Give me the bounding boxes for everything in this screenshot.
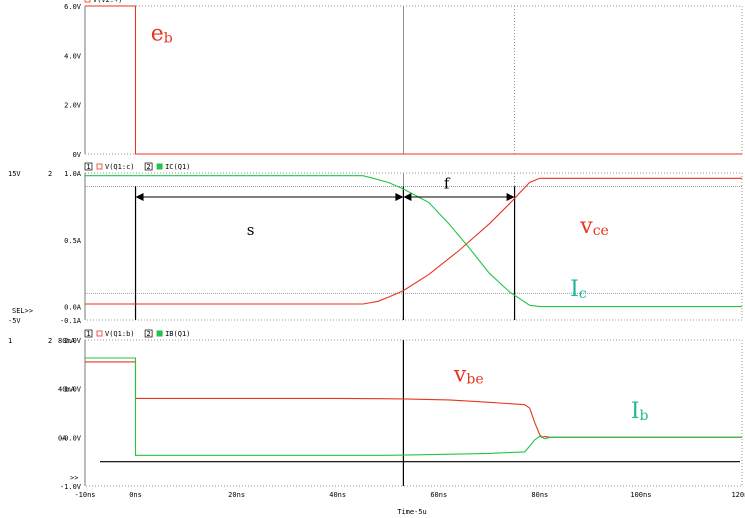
panel-middle-ytick-1: 0.5A <box>64 237 82 245</box>
panel-middle-annotation-0: vce <box>579 214 609 239</box>
panel-bottom-legend-swatch-1 <box>156 330 163 337</box>
panel-middle-outertick-0: 15V <box>8 170 21 178</box>
panel-bottom-series-0 <box>85 361 742 438</box>
panel-bottom-xlabel: Time-5u <box>397 508 427 516</box>
panel-top-ytick-2: 2.0V <box>64 102 82 110</box>
panel-middle-outertick-1: -5V <box>8 317 21 325</box>
panel-bottom-legend-num-1: 2 <box>146 330 150 338</box>
panel-middle-frame <box>84 172 743 321</box>
panel-bottom-y2tick-0: 80mA <box>58 337 76 345</box>
panel-bottom-ytick-2: -0.0V <box>60 434 82 442</box>
panel-bottom-legend-numbox-1 <box>144 329 153 338</box>
panel-middle-arrowhead-right-1 <box>506 193 515 202</box>
panel-middle-ytick-2: 0.0A <box>64 304 82 312</box>
panel-bottom-legend-num-0: 1 <box>86 330 90 338</box>
panel-bottom-xtick-3: 40ns <box>329 491 346 499</box>
panel-middle-legend-num-0: 1 <box>86 163 90 171</box>
panel-middle-y2tick-0: 2 <box>48 170 52 178</box>
panel-bottom-xtick-7: 120ns <box>731 491 745 499</box>
panel-bottom-y3tick-0: 2 <box>48 337 52 345</box>
panel-bottom-sel-label: >> <box>70 474 78 482</box>
panel-middle-ytick-0: 1.0A <box>64 170 82 178</box>
panel-middle-arrowhead-left-1 <box>403 193 412 202</box>
panel-bottom-outertick-0: 1 <box>8 337 12 345</box>
panel-middle-series-0 <box>85 177 742 305</box>
panel-top-legend-label-0: V(V2:+) <box>93 0 123 4</box>
panel-middle-legend-num-1: 2 <box>146 163 150 171</box>
panel-bottom-legend-label-0: V(Q1:b) <box>105 330 135 338</box>
panel-bottom-y2tick-2: 0A <box>58 434 67 442</box>
panel-bottom-xtick-2: 20ns <box>228 491 245 499</box>
panel-middle-arrow-label-1: f <box>444 174 451 192</box>
panel-middle-series-1 <box>85 175 742 308</box>
panel-bottom-y2tick-1: 40mA <box>58 386 76 394</box>
panel-bottom-xtick-5: 80ns <box>531 491 548 499</box>
panel-top-annotation-0: eb <box>151 22 173 47</box>
panel-top-frame <box>84 5 743 155</box>
panel-top-ytick-3: 0V <box>73 151 82 159</box>
panel-bottom-ytick-0: 2.0V <box>64 337 82 345</box>
panel-bottom-xtick-0: -10ns <box>74 491 95 499</box>
panel-middle-ytick-3: -0.1A <box>60 317 82 325</box>
panel-bottom-ytick-3: -1.0V <box>60 483 82 491</box>
panel-middle-legend-swatch-0 <box>96 163 103 170</box>
panel-middle-annotation-1: Ic <box>570 277 587 302</box>
panel-bottom-legend-label-1: IB(Q1) <box>165 330 190 338</box>
panel-bottom-xtick-6: 100ns <box>630 491 651 499</box>
panel-middle-arrowhead-left-0 <box>135 193 144 202</box>
panel-middle-legend-swatch-1 <box>156 163 163 170</box>
panel-bottom-annotation-1: Ib <box>631 399 649 424</box>
panel-middle-arrow-label-0: s <box>247 221 255 239</box>
panel-bottom-legend-numbox-0 <box>84 329 93 338</box>
panel-bottom-ytick-1: 1.0V <box>64 386 82 394</box>
panel-middle-sel-label: SEL>> <box>12 307 33 315</box>
panel-top-ytick-1: 4.0V <box>64 52 82 60</box>
panel-middle-legend-numbox-0 <box>84 162 93 171</box>
panel-middle-legend-numbox-1 <box>144 162 153 171</box>
panel-bottom-annotation-0: vbe <box>453 362 484 387</box>
panel-middle-legend-label-1: IC(Q1) <box>165 163 190 171</box>
panel-bottom-xtick-1: 0ns <box>129 491 142 499</box>
panel-middle-legend-label-0: V(Q1:c) <box>105 163 135 171</box>
panel-top-ytick-0: 6.0V <box>64 3 82 11</box>
panel-bottom-series-1 <box>85 357 742 456</box>
panel-middle-arrowhead-right-0 <box>395 193 404 202</box>
panel-top-series-0 <box>85 5 742 155</box>
panel-bottom-legend-swatch-0 <box>96 330 103 337</box>
panel-top-legend-swatch-0 <box>84 0 91 3</box>
panel-bottom-xtick-4: 60ns <box>430 491 447 499</box>
